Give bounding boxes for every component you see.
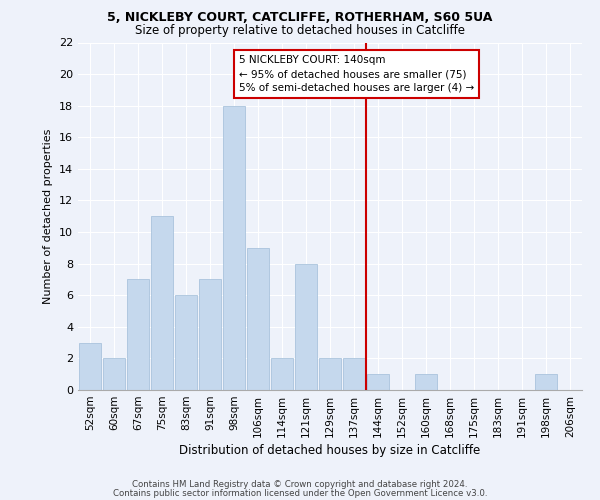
Bar [79,342,101,390]
Bar [103,358,125,390]
Bar [319,358,341,390]
Bar [175,295,197,390]
Text: Contains public sector information licensed under the Open Government Licence v3: Contains public sector information licen… [113,488,487,498]
Text: 5, NICKLEBY COURT, CATCLIFFE, ROTHERHAM, S60 5UA: 5, NICKLEBY COURT, CATCLIFFE, ROTHERHAM,… [107,11,493,24]
Text: Contains HM Land Registry data © Crown copyright and database right 2024.: Contains HM Land Registry data © Crown c… [132,480,468,489]
Bar [343,358,365,390]
Text: Size of property relative to detached houses in Catcliffe: Size of property relative to detached ho… [135,24,465,37]
Bar [223,106,245,390]
Bar [127,280,149,390]
Bar [247,248,269,390]
Text: 5 NICKLEBY COURT: 140sqm
← 95% of detached houses are smaller (75)
5% of semi-de: 5 NICKLEBY COURT: 140sqm ← 95% of detach… [239,55,474,93]
Y-axis label: Number of detached properties: Number of detached properties [43,128,53,304]
Bar [535,374,557,390]
Bar [415,374,437,390]
Bar [199,280,221,390]
Bar [151,216,173,390]
Bar [367,374,389,390]
Bar [271,358,293,390]
X-axis label: Distribution of detached houses by size in Catcliffe: Distribution of detached houses by size … [179,444,481,457]
Bar [295,264,317,390]
